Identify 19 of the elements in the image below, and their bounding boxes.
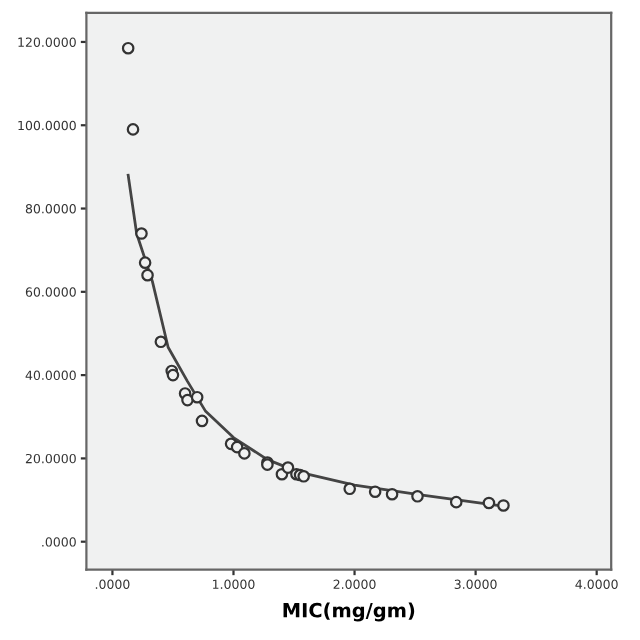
point <box>497 499 510 512</box>
point <box>126 123 140 136</box>
point <box>368 485 382 499</box>
point <box>449 495 463 509</box>
point <box>482 496 496 510</box>
point <box>154 335 168 349</box>
point <box>411 490 424 503</box>
point <box>121 41 135 55</box>
point <box>238 447 251 460</box>
point <box>181 393 194 407</box>
point <box>343 482 357 496</box>
point <box>195 414 209 428</box>
point <box>141 268 154 282</box>
point <box>138 256 152 269</box>
x-axis-title: MIC(mg/gm) <box>283 602 415 622</box>
point <box>281 461 295 474</box>
point <box>385 487 399 501</box>
point <box>190 390 204 404</box>
point <box>135 227 148 240</box>
